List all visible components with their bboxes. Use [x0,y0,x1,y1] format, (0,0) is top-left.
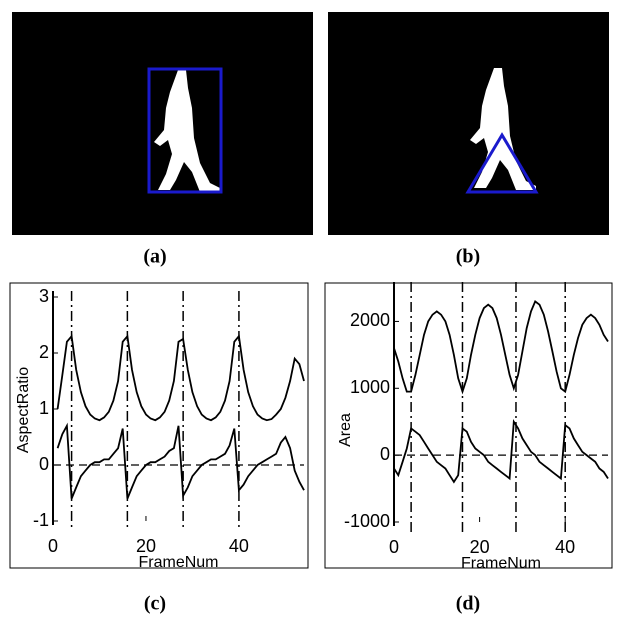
y-axis-label: Area [337,413,354,447]
x-tick-label: 0 [389,537,399,557]
panel-label: (a) [143,246,166,268]
y-tick-label: 1 [39,398,49,418]
x-axis-label: FrameNum [138,554,218,571]
x-tick-label: 20 [136,536,156,556]
y-tick-label: 0 [39,454,49,474]
x-tick-label: 40 [229,536,249,556]
silhouette [154,70,220,192]
y-tick-label: 2 [39,342,49,362]
y-tick-label: 2000 [350,310,390,330]
y-tick-label: 3 [39,286,49,306]
image-a [12,12,313,235]
image-b [328,12,609,235]
chart-frame [9,282,309,569]
y-tick-label: 0 [380,444,390,464]
x-tick-label: 40 [555,537,575,557]
triangle [465,132,539,194]
x-tick-label: 0 [48,536,58,556]
data-line [56,334,305,422]
data-line [393,418,609,484]
y-tick-label: 1000 [350,377,390,397]
data-line [393,299,609,395]
panel-label: (d) [456,593,480,615]
bounding-box [147,67,223,194]
y-axis-label: AspectRatio [15,367,32,453]
data-line [56,422,305,499]
chart-frame [324,282,613,569]
panel-label: (b) [456,246,480,268]
y-tick-label: -1000 [344,511,390,531]
x-axis-label: FrameNum [461,555,541,572]
x-tick-label: 20 [470,537,490,557]
y-tick-label: -1 [33,510,49,530]
panel-label: (c) [144,593,166,615]
